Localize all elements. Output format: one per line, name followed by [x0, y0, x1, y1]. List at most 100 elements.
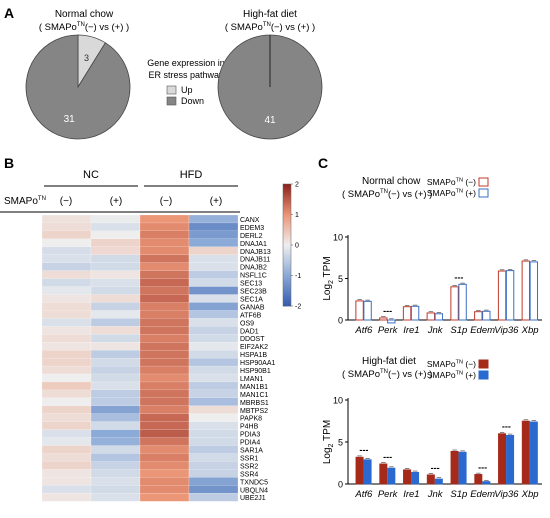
bar1-subtitle: ( SMAPoTN(−) vs (+) ): [342, 189, 432, 200]
heatmap-gene-label: EIF2AK2: [240, 344, 268, 351]
bar-series-positive: [506, 434, 515, 485]
heatmap-cell: [90, 294, 141, 303]
heatmap-cell: [139, 421, 190, 430]
bar2-legend: SMAPoTN (−)SMAPoTN (+): [427, 359, 489, 380]
heatmap-cell: [188, 381, 239, 391]
bar-category-label: Perk: [378, 489, 399, 500]
heatmap-cell: [41, 477, 92, 486]
heatmap-colorbar: 2 1 0 -1 -2: [282, 182, 301, 311]
bar-category-label: Jnk: [427, 325, 444, 336]
heatmap-gene-label: DDOST: [240, 336, 265, 343]
bar-series-positive: [434, 313, 444, 321]
heatmap-cell: [90, 214, 141, 224]
heatmap-gene-label: SEC23B: [240, 289, 267, 296]
bar-series-positive: [387, 319, 396, 324]
heatmap-gene-label: LMAN1: [240, 376, 263, 383]
heatmap-cell: [41, 222, 92, 232]
heatmap-cell: [41, 278, 92, 287]
colorbar-band: [283, 206, 291, 209]
heatmap-cell: [90, 461, 141, 470]
colorbar-band: [283, 196, 291, 199]
bar-category-label: Perk: [378, 325, 399, 336]
colorbar-band: [283, 204, 291, 207]
heatmap-cell: [139, 334, 190, 343]
heatmap-gene-label: PDIA4: [240, 440, 260, 447]
colorbar-band: [283, 279, 291, 282]
heatmap-gene-label: PDIA3: [240, 432, 260, 439]
heatmap-cell: [41, 461, 92, 470]
legend-positive-swatch: [478, 188, 489, 198]
heatmap-cell: [139, 286, 190, 295]
colorbar-band: [283, 257, 291, 260]
heatmap-cell: [90, 270, 141, 279]
bar-series-negative: [355, 300, 364, 321]
bar-series-negative: [379, 317, 388, 321]
colorbar-band: [283, 220, 291, 224]
bar-series-negative: [402, 306, 412, 321]
pie2-subtitle: ( SMAPoTN(−) vs (+) ): [225, 22, 315, 33]
colorbar-band: [283, 212, 291, 215]
panel-label-b: B: [4, 155, 14, 171]
panel-label-c: C: [318, 155, 328, 171]
heatmap-cell: [188, 278, 239, 287]
heatmap-gene-label: MAN1C1: [240, 392, 269, 399]
heatmap-cell: [41, 230, 92, 240]
heatmap-gene-label: SSR2: [240, 463, 258, 470]
pie-slice-label: 3: [84, 53, 89, 63]
colorbar-band: [283, 289, 291, 293]
heatmap-gene-label: DERL2: [240, 233, 263, 240]
colorbar-band: [283, 261, 291, 264]
colorbar-band: [283, 230, 291, 234]
heatmap-cell: [139, 222, 190, 232]
colorbar-band: [283, 226, 291, 230]
heatmap-cell: [188, 254, 239, 263]
bar-category-label: Ire1: [403, 489, 419, 500]
legend-negative-swatch: [478, 359, 489, 369]
bar-series-negative: [498, 433, 507, 485]
heatmap-cell: [188, 238, 239, 248]
colorbar-band: [283, 263, 291, 266]
pie-slice-label: 31: [64, 114, 76, 125]
bar-y-tick-label: 5: [338, 274, 343, 284]
bar-significance-mark: ---: [359, 445, 368, 455]
heatmap-cell: [139, 230, 190, 240]
heatmap-cell: [90, 477, 141, 486]
heatmap-cell: [139, 477, 190, 486]
heatmap-gene-labels: CANXEDEM3DERL2DNAJA1DNAJB13DNAJB11DNAJB2…: [240, 217, 276, 502]
heatmap-hfd-header: HFD: [180, 169, 203, 181]
heatmap-gene-label: DNAJA1: [240, 241, 267, 248]
legend-up-swatch: [166, 85, 177, 95]
colorbar-band: [283, 273, 291, 276]
bar-significance-mark: ---: [431, 463, 440, 473]
heatmap-cell: [139, 254, 190, 263]
colorbar-band: [283, 216, 291, 219]
colorbar-band: [283, 249, 291, 252]
colorbar-band: [283, 291, 291, 295]
bar-category-label: S1p: [450, 325, 467, 336]
bar-series-negative: [474, 474, 483, 485]
heatmap-cell: [41, 334, 92, 343]
bar-series-negative: [403, 469, 412, 485]
heatmap-cell: [90, 262, 141, 271]
bar-series-positive: [434, 478, 443, 485]
heatmap-cell: [188, 493, 239, 502]
heatmap-cell: [139, 302, 190, 311]
colorbar-tick-label: 1: [295, 212, 299, 219]
heatmap-cell: [90, 493, 141, 502]
colorbar-band: [283, 234, 291, 238]
colorbar-band: [283, 251, 291, 254]
heatmap-cell: [188, 214, 239, 224]
heatmap-cell: [139, 318, 190, 327]
heatmap-cell: [41, 397, 92, 407]
bar-category-label: S1p: [450, 489, 467, 500]
bar-significance-mark: ---: [502, 422, 511, 432]
bar-series-positive: [411, 471, 420, 485]
heatmap-cell: [188, 310, 239, 319]
heatmap-cell: [90, 230, 141, 240]
heatmap-gene-label: SSR1: [240, 455, 258, 462]
heatmap-gene-label: DNAJB13: [240, 249, 271, 256]
heatmap-cell: [188, 350, 239, 359]
colorbar-band: [283, 271, 291, 274]
heatmap-cell: [139, 294, 190, 303]
bar-y-tick-label: 5: [338, 438, 343, 448]
